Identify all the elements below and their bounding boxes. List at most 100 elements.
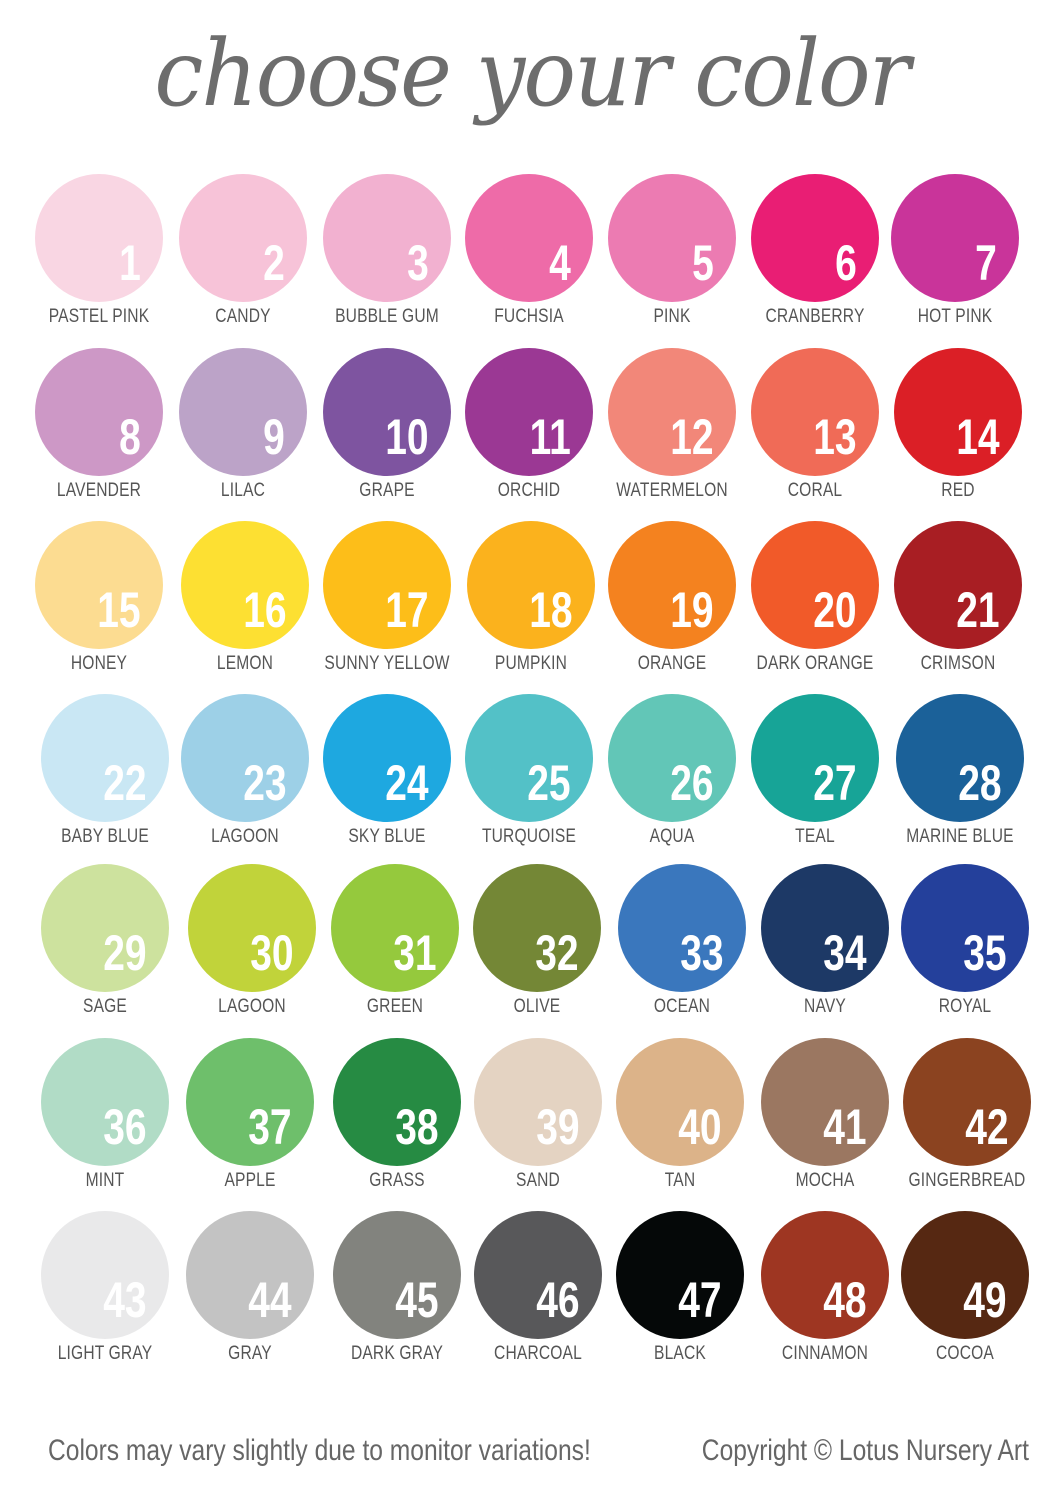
swatch-number: 49 [963, 1272, 1007, 1328]
swatch-number: 2 [263, 235, 285, 291]
color-swatch-2: 2 [179, 174, 307, 302]
color-swatch-49: 49 [901, 1211, 1029, 1339]
color-swatch-32: 32 [473, 864, 601, 992]
swatch-label: MOCHA [795, 1170, 855, 1191]
swatch-number: 11 [529, 409, 571, 465]
swatch-number: 4 [549, 235, 571, 291]
swatch-number: 45 [395, 1272, 439, 1328]
swatch-label: GRASS [369, 1170, 425, 1191]
color-swatch-23: 23 [181, 694, 309, 822]
swatch-label: RED [941, 480, 975, 501]
swatch-number: 8 [119, 409, 141, 465]
color-swatch-30: 30 [188, 864, 316, 992]
swatch-number: 27 [813, 755, 857, 811]
swatch-label: SUNNY YELLOW [324, 653, 450, 674]
swatch-number: 22 [103, 755, 147, 811]
swatch-label: HONEY [70, 653, 128, 674]
copyright-text: Copyright © Lotus Nursery Art [701, 1434, 1029, 1467]
color-swatch-37: 37 [186, 1038, 314, 1166]
swatch-label: CHARCOAL [494, 1343, 582, 1364]
swatch-label: MINT [85, 1170, 125, 1191]
swatch-label: OLIVE [513, 996, 561, 1017]
color-swatch-3: 3 [323, 174, 451, 302]
swatch-number: 39 [536, 1099, 580, 1155]
swatch-label: LAGOON [211, 826, 279, 847]
swatch-number: 31 [393, 925, 437, 981]
color-swatch-10: 10 [323, 348, 451, 476]
swatch-number: 34 [823, 925, 867, 981]
swatch-number: 18 [529, 582, 573, 638]
swatch-number: 25 [527, 755, 571, 811]
swatch-label: PUMPKIN [494, 653, 568, 674]
swatch-label: HOT PINK [917, 306, 993, 327]
swatch-label: SKY BLUE [348, 826, 426, 847]
color-swatch-31: 31 [331, 864, 459, 992]
swatch-number: 10 [385, 409, 429, 465]
swatch-label: AQUA [649, 826, 695, 847]
swatch-label: PINK [653, 306, 691, 327]
color-swatch-15: 15 [35, 521, 163, 649]
swatch-label: TAN [664, 1170, 696, 1191]
color-swatch-21: 21 [894, 521, 1022, 649]
swatch-number: 23 [243, 755, 287, 811]
swatch-number: 13 [813, 409, 857, 465]
swatch-label: WATERMELON [616, 480, 728, 501]
page-title: choose your color [154, 20, 910, 127]
color-swatch-16: 16 [181, 521, 309, 649]
swatch-label: NAVY [804, 996, 846, 1017]
swatch-number: 40 [678, 1099, 722, 1155]
color-swatch-35: 35 [901, 864, 1029, 992]
swatch-number: 28 [958, 755, 1002, 811]
color-swatch-22: 22 [41, 694, 169, 822]
swatch-label: LILAC [220, 480, 266, 501]
swatch-number: 48 [823, 1272, 867, 1328]
swatch-number: 43 [103, 1272, 147, 1328]
swatch-label: GRAPE [359, 480, 415, 501]
swatch-number: 17 [385, 582, 429, 638]
color-swatch-1: 1 [35, 174, 163, 302]
swatch-number: 1 [119, 235, 141, 291]
swatch-label: LEMON [216, 653, 274, 674]
color-swatch-25: 25 [465, 694, 593, 822]
swatch-number: 47 [678, 1272, 722, 1328]
swatch-label: BLACK [654, 1343, 706, 1364]
color-swatch-12: 12 [608, 348, 736, 476]
color-swatch-14: 14 [894, 348, 1022, 476]
color-swatch-24: 24 [323, 694, 451, 822]
swatch-number: 33 [680, 925, 724, 981]
swatch-label: DARK ORANGE [756, 653, 874, 674]
color-swatch-19: 19 [608, 521, 736, 649]
swatch-label: FUCHSIA [494, 306, 564, 327]
swatch-number: 20 [813, 582, 857, 638]
swatch-label: ORANGE [637, 653, 707, 674]
swatch-label: LAVENDER [56, 480, 142, 501]
swatch-label: ORCHID [497, 480, 561, 501]
color-swatch-9: 9 [179, 348, 307, 476]
swatch-number: 24 [385, 755, 429, 811]
color-swatch-36: 36 [41, 1038, 169, 1166]
swatch-number: 16 [243, 582, 287, 638]
color-swatch-34: 34 [761, 864, 889, 992]
swatch-label: OCEAN [653, 996, 711, 1017]
color-swatch-27: 27 [751, 694, 879, 822]
color-swatch-44: 44 [186, 1211, 314, 1339]
color-swatch-33: 33 [618, 864, 746, 992]
swatch-label: GINGERBREAD [908, 1170, 1026, 1191]
color-swatch-17: 17 [323, 521, 451, 649]
color-swatch-13: 13 [751, 348, 879, 476]
swatch-number: 29 [103, 925, 147, 981]
swatch-label: CORAL [787, 480, 843, 501]
color-swatch-42: 42 [903, 1038, 1031, 1166]
swatch-number: 30 [250, 925, 294, 981]
swatch-number: 5 [692, 235, 714, 291]
swatch-number: 6 [835, 235, 857, 291]
swatch-label: CRIMSON [920, 653, 996, 674]
swatch-label: PASTEL PINK [48, 306, 150, 327]
swatch-number: 46 [536, 1272, 580, 1328]
color-swatch-8: 8 [35, 348, 163, 476]
swatch-label: MARINE BLUE [906, 826, 1014, 847]
swatch-label: TURQUOISE [481, 826, 577, 847]
color-swatch-11: 11 [465, 348, 593, 476]
swatch-number: 15 [97, 582, 141, 638]
swatch-label: BUBBLE GUM [335, 306, 439, 327]
